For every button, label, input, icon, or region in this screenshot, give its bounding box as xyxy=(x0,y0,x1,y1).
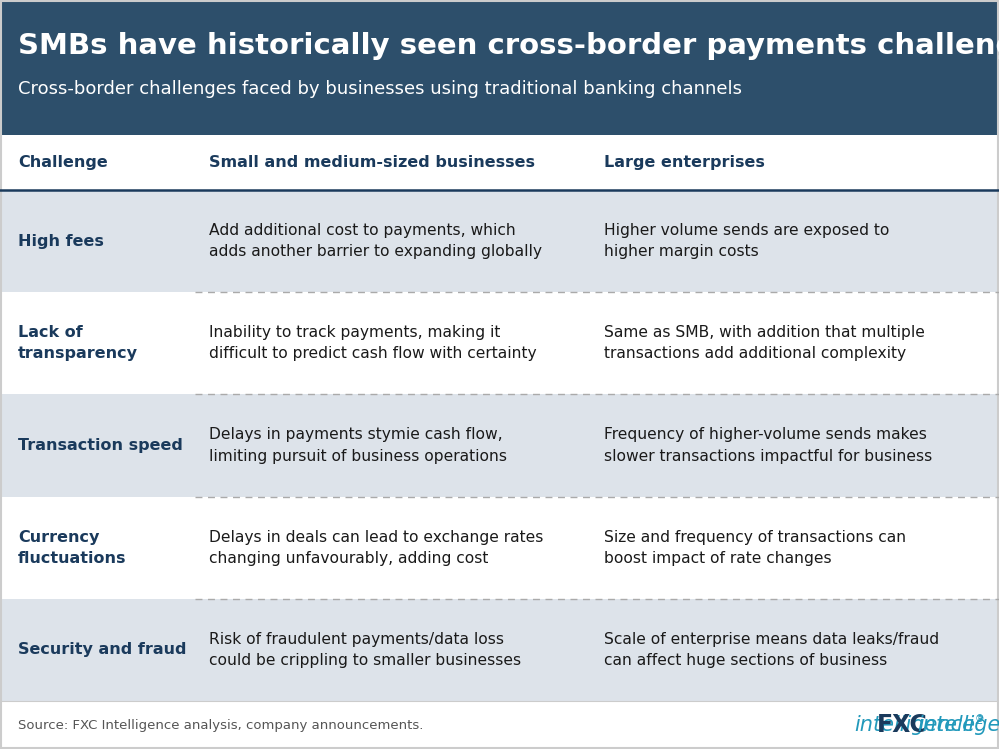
Text: Cross-border challenges faced by businesses using traditional banking channels: Cross-border challenges faced by busines… xyxy=(18,80,742,98)
Text: Higher volume sends are exposed to
higher margin costs: Higher volume sends are exposed to highe… xyxy=(604,223,889,259)
Text: Currency
fluctuations: Currency fluctuations xyxy=(18,530,127,565)
Text: Large enterprises: Large enterprises xyxy=(604,155,765,170)
Text: Same as SMB, with addition that multiple
transactions add additional complexity: Same as SMB, with addition that multiple… xyxy=(604,325,925,361)
Text: ®: ® xyxy=(974,714,984,724)
Text: Challenge: Challenge xyxy=(18,155,108,170)
Text: High fees: High fees xyxy=(18,234,104,249)
Text: FXC: FXC xyxy=(877,713,928,737)
Text: intelligence²: intelligence² xyxy=(854,715,984,735)
Bar xyxy=(0,701,999,749)
Text: Size and frequency of transactions can
boost impact of rate changes: Size and frequency of transactions can b… xyxy=(604,530,906,565)
Text: Add additional cost to payments, which
adds another barrier to expanding globall: Add additional cost to payments, which a… xyxy=(209,223,542,259)
Text: Frequency of higher-volume sends makes
slower transactions impactful for busines: Frequency of higher-volume sends makes s… xyxy=(604,428,932,464)
Text: Small and medium-sized businesses: Small and medium-sized businesses xyxy=(209,155,535,170)
Text: Delays in deals can lead to exchange rates
changing unfavourably, adding cost: Delays in deals can lead to exchange rat… xyxy=(209,530,543,565)
Text: Security and fraud: Security and fraud xyxy=(18,643,187,658)
Bar xyxy=(0,598,999,701)
Bar xyxy=(0,0,999,135)
Text: Source: FXC Intelligence analysis, company announcements.: Source: FXC Intelligence analysis, compa… xyxy=(18,718,424,732)
Text: SMBs have historically seen cross-border payments challenges: SMBs have historically seen cross-border… xyxy=(18,32,999,60)
Text: Lack of
transparency: Lack of transparency xyxy=(18,325,138,361)
Text: Scale of enterprise means data leaks/fraud
can affect huge sections of business: Scale of enterprise means data leaks/fra… xyxy=(604,632,939,668)
Bar xyxy=(0,292,999,395)
Text: Delays in payments stymie cash flow,
limiting pursuit of business operations: Delays in payments stymie cash flow, lim… xyxy=(209,428,507,464)
Bar xyxy=(0,190,999,292)
Text: Risk of fraudulent payments/data loss
could be crippling to smaller businesses: Risk of fraudulent payments/data loss co… xyxy=(209,632,521,668)
Bar xyxy=(0,135,999,190)
Text: Inability to track payments, making it
difficult to predict cash flow with certa: Inability to track payments, making it d… xyxy=(209,325,536,361)
Text: intelligence: intelligence xyxy=(917,715,999,735)
Bar xyxy=(0,395,999,497)
Text: Transaction speed: Transaction speed xyxy=(18,438,183,453)
Bar xyxy=(0,497,999,598)
